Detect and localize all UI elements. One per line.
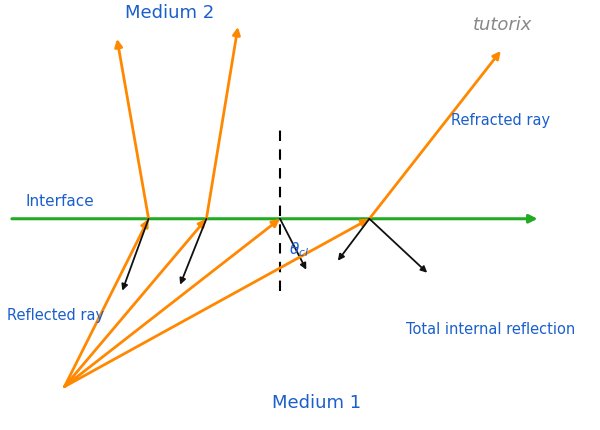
- Text: Total internal reflection: Total internal reflection: [406, 321, 575, 336]
- Text: Reflected ray: Reflected ray: [7, 307, 104, 322]
- Text: $\theta_{cl}$: $\theta_{cl}$: [289, 240, 310, 259]
- Text: tutorix: tutorix: [473, 16, 532, 34]
- Text: Interface: Interface: [25, 194, 94, 209]
- Text: Refracted ray: Refracted ray: [451, 113, 550, 128]
- Text: Medium 2: Medium 2: [125, 4, 214, 22]
- Text: Medium 1: Medium 1: [272, 393, 361, 411]
